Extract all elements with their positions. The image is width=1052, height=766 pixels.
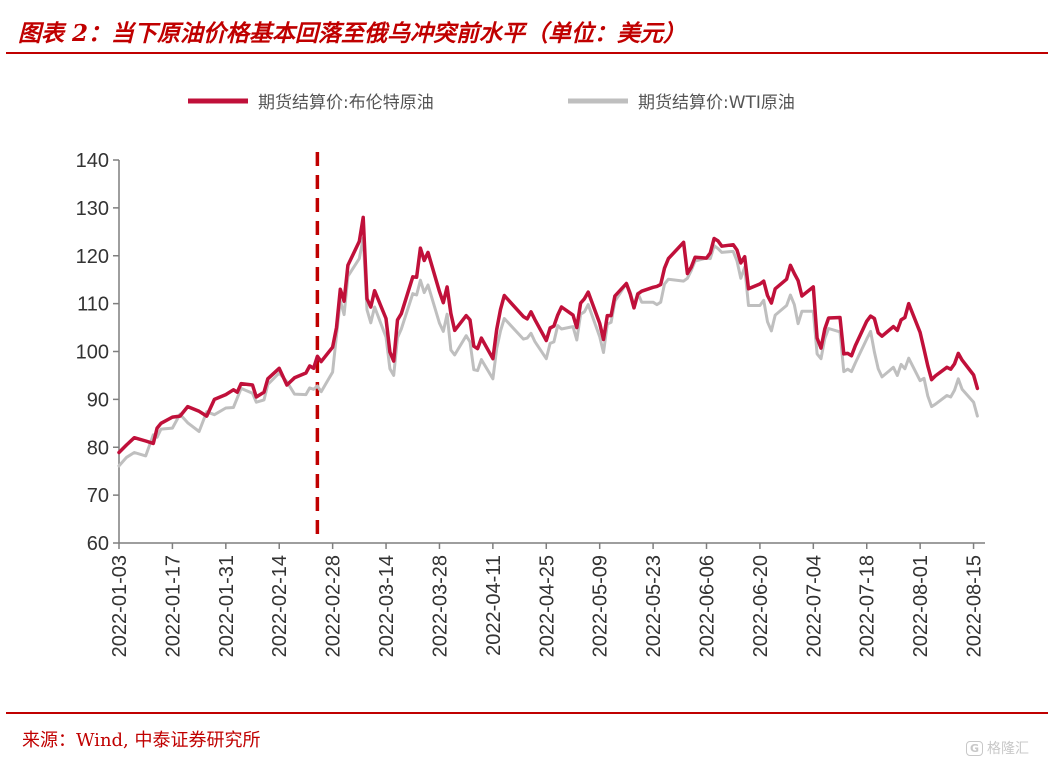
x-tick-label: 2022-07-18 xyxy=(857,555,879,657)
x-tick-label: 2022-01-31 xyxy=(216,555,238,657)
x-tick-label: 2022-06-20 xyxy=(750,555,772,657)
footer-divider xyxy=(6,712,1048,714)
y-tick-label: 130 xyxy=(76,198,109,220)
x-tick-label: 2022-05-09 xyxy=(590,555,612,657)
y-tick-label: 110 xyxy=(77,294,109,316)
y-tick-label: 90 xyxy=(87,389,109,411)
x-tick-label: 2022-05-23 xyxy=(643,555,665,657)
x-tick-label: 2022-07-04 xyxy=(803,555,825,657)
x-tick-label: 2022-02-14 xyxy=(269,555,291,657)
x-tick-label: 2022-03-14 xyxy=(376,555,398,657)
y-tick-label: 140 xyxy=(76,150,109,172)
x-tick-label: 2022-04-11 xyxy=(483,555,505,656)
y-tick-label: 70 xyxy=(87,485,109,507)
chart-marks xyxy=(117,152,980,543)
series-line-wti xyxy=(117,236,979,468)
watermark-text: 格隆汇 xyxy=(987,741,1030,757)
y-tick-label: 80 xyxy=(87,437,109,459)
y-tick-label: 120 xyxy=(76,246,109,268)
watermark: G 格隆汇 xyxy=(966,738,1029,758)
x-tick-label: 2022-06-06 xyxy=(697,555,719,657)
x-tick-label: 2022-08-15 xyxy=(964,555,986,657)
chart-legend: 期货结算价:布伦特原油 期货结算价:WTI原油 xyxy=(188,93,795,113)
title-divider xyxy=(6,52,1048,54)
y-tick-label: 100 xyxy=(76,342,109,364)
x-tick-label: 2022-04-25 xyxy=(536,555,558,657)
chart-axes: 60 70 80 90 100 110 120 130 140 2022-01-03 2022-01… xyxy=(76,150,986,657)
x-tick-label: 2022-03-28 xyxy=(429,555,451,657)
x-tick-label: 2022-02-28 xyxy=(323,555,345,657)
legend-label-brent: 期货结算价:布伦特原油 xyxy=(258,93,434,113)
page-title: 图表 2：当下原油价格基本回落至俄乌冲突前水平（单位：美元） xyxy=(18,20,687,47)
line-chart: 期货结算价:布伦特原油 期货结算价:WTI原油 60 70 80 90 100 110 12… xyxy=(76,93,986,657)
x-tick-label: 2022-01-03 xyxy=(109,555,131,657)
series-line-brent xyxy=(117,215,980,455)
legend-label-wti: 期货结算价:WTI原油 xyxy=(638,93,795,113)
gelonghui-logo-icon: G xyxy=(966,740,984,756)
source-note: 来源：Wind, 中泰证券研究所 xyxy=(22,730,261,751)
x-tick-label: 2022-08-01 xyxy=(910,555,932,657)
y-tick-label: 60 xyxy=(87,533,109,555)
x-tick-label: 2022-01-17 xyxy=(162,555,184,657)
